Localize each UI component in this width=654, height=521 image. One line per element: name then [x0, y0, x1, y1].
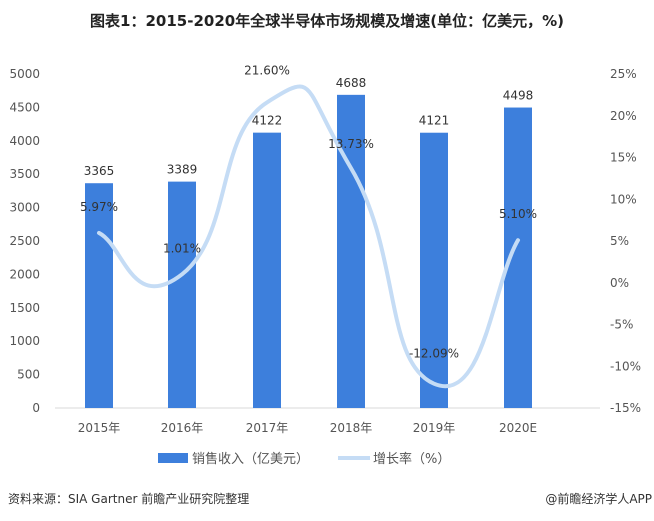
bar-value-label: 4122: [252, 114, 283, 128]
y-left-tick: 4500: [9, 100, 40, 114]
bar-value-label: 4688: [336, 76, 367, 90]
x-tick-label: 2019年: [413, 421, 456, 435]
y-right-tick: -15%: [610, 401, 641, 415]
line-value-label: 5.10%: [499, 207, 537, 221]
y-left-tick: 1000: [9, 334, 40, 348]
y-left-tick: 2500: [9, 234, 40, 248]
y-left-tick: 500: [17, 368, 40, 382]
line-value-label: 1.01%: [163, 241, 201, 255]
bar: [253, 132, 281, 409]
line-value-label: -12.09%: [409, 347, 459, 361]
y-right-tick: 0%: [610, 276, 629, 290]
bar-value-label: 4498: [503, 89, 534, 103]
x-tick-label: 2015年: [78, 421, 121, 435]
y-left-tick: 3500: [9, 167, 40, 181]
chart-area: 0 500 1000 1500 2000 2500 3000 3500 4000 4500 5000…: [9, 63, 641, 467]
y-left-tick: 4000: [9, 134, 40, 148]
x-tick-label: 2017年: [246, 421, 289, 435]
y-right-tick: 25%: [610, 67, 637, 81]
line-value-label: 21.60%: [244, 63, 290, 77]
y-right-tick: -5%: [610, 318, 633, 332]
y-right-tick: 15%: [610, 151, 637, 165]
bar: [85, 183, 113, 408]
bar-value-label: 3365: [84, 164, 115, 178]
source-note: 资料来源：SIA Gartner 前瞻产业研究院整理: [8, 492, 250, 506]
brand-watermark: @前瞻经济学人APP: [545, 492, 652, 506]
x-tick-label: 2018年: [330, 421, 373, 435]
bar-value-label: 4121: [419, 114, 450, 128]
legend-bar-swatch: [158, 453, 188, 463]
y-right-tick: -10%: [610, 359, 641, 373]
x-tick-label: 2020E: [499, 421, 537, 435]
legend-bar-label: 销售收入（亿美元）: [192, 451, 309, 467]
chart-title: 图表1：2015-2020年全球半导体市场规模及增速(单位：亿美元，%): [90, 12, 564, 30]
bar: [337, 94, 365, 408]
bar: [420, 132, 448, 408]
line-value-label: 13.73%: [328, 137, 374, 151]
y-left-tick: 3000: [9, 201, 40, 215]
legend-line-label: 增长率（%）: [373, 451, 450, 467]
y-left-tick: 0: [32, 401, 40, 415]
bar: [168, 181, 196, 408]
y-left-tick: 2000: [9, 267, 40, 281]
growth-rate-line: [97, 84, 520, 389]
y-right-tick: 5%: [610, 234, 629, 248]
bar-value-label: 3389: [167, 163, 198, 177]
y-right-tick: 20%: [610, 109, 637, 123]
x-tick-label: 2016年: [161, 421, 204, 435]
line-value-label: 5.97%: [80, 200, 118, 214]
y-left-tick: 1500: [9, 301, 40, 315]
y-right-tick: 10%: [610, 192, 637, 206]
y-left-tick: 5000: [9, 67, 40, 81]
